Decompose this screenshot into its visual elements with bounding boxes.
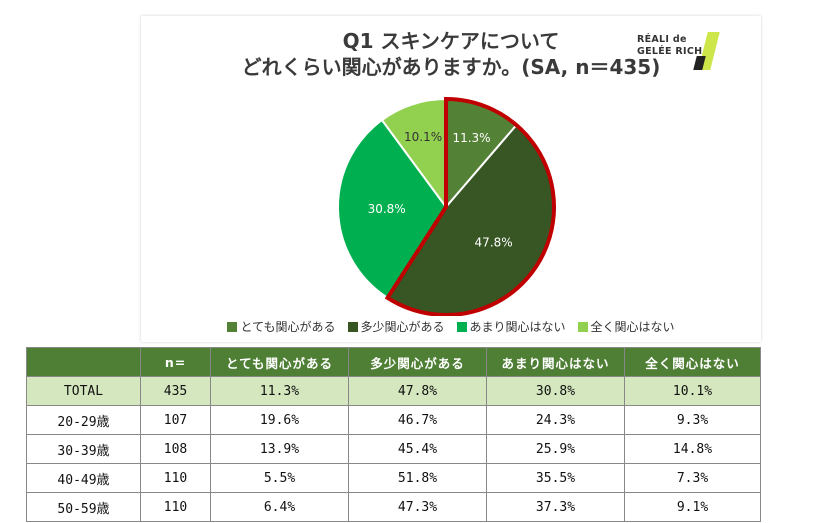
chart-title-line-2: どれくらい関心がありますか。(SA, n＝435) — [241, 55, 661, 79]
legend-swatch-3 — [577, 321, 588, 332]
table-cell: 9.1% — [624, 492, 761, 522]
legend-label: 全く関心はない — [590, 320, 675, 334]
legend-label: とても関心がある — [240, 320, 336, 334]
table-row-total: TOTAL 435 11.3% 47.8% 30.8% 10.1% — [26, 376, 761, 406]
table-cell: 20-29歳 — [26, 405, 141, 435]
table-cell: 110 — [140, 463, 211, 493]
chart-title-line-1: Q1 スキンケアについて — [342, 29, 560, 53]
legend-label: あまり関心はない — [469, 320, 566, 334]
legend-label: 多少関心がある — [360, 320, 445, 334]
table-header-cell: とても関心がある — [210, 347, 349, 377]
data-table: n= とても関心がある 多少関心がある あまり関心はない 全く関心はない TOT… — [26, 347, 761, 522]
pie-data-label-3: 10.1% — [404, 130, 442, 144]
table-header-cell: n= — [140, 347, 211, 377]
table-header-cell — [26, 347, 141, 377]
legend-swatch-2 — [456, 321, 467, 332]
legend-item: 全く関心はない — [577, 318, 675, 335]
legend-item: 多少関心がある — [347, 318, 445, 335]
table-cell: 107 — [140, 405, 211, 435]
table-cell: TOTAL — [26, 376, 141, 406]
table-header-cell: 全く関心はない — [624, 347, 761, 377]
table-header-cell: あまり関心はない — [486, 347, 625, 377]
table-cell: 5.5% — [210, 463, 349, 493]
table-cell: 24.3% — [486, 405, 625, 435]
pie-data-label-2: 30.8% — [368, 202, 406, 216]
table-cell: 19.6% — [210, 405, 349, 435]
table-cell: 7.3% — [624, 463, 761, 493]
table-row: 20-29歳 107 19.6% 46.7% 24.3% 9.3% — [26, 405, 761, 435]
table-cell: 51.8% — [348, 463, 487, 493]
table-cell: 47.8% — [348, 376, 487, 406]
brand-logo-line-1: RÉALI de — [637, 34, 687, 45]
brand-logo: RÉALI de GELÉE RICH — [637, 32, 737, 72]
table-cell: 110 — [140, 492, 211, 522]
table-cell: 50-59歳 — [26, 492, 141, 522]
table-cell: 13.9% — [210, 434, 349, 464]
table-cell: 14.8% — [624, 434, 761, 464]
pie-data-label-1: 47.8% — [475, 236, 513, 250]
pie-data-label-0: 11.3% — [452, 131, 490, 145]
table-cell: 35.5% — [486, 463, 625, 493]
pie-slice-2 — [337, 118, 448, 300]
table-header-row: n= とても関心がある 多少関心がある あまり関心はない 全く関心はない — [26, 347, 761, 377]
table-cell: 25.9% — [486, 434, 625, 464]
chart-title: Q1 スキンケアについて どれくらい関心がありますか。(SA, n＝435) — [141, 28, 761, 80]
table-cell: 9.3% — [624, 405, 761, 435]
table-cell: 47.3% — [348, 492, 487, 522]
table-cell: 30-39歳 — [26, 434, 141, 464]
brand-logo-line-2: GELÉE RICH — [637, 46, 703, 57]
table-row: 50-59歳 110 6.4% 47.3% 37.3% 9.1% — [26, 492, 761, 522]
brand-logo-text: RÉALI de GELÉE RICH — [637, 34, 702, 58]
table-cell: 11.3% — [210, 376, 349, 406]
legend-swatch-0 — [227, 321, 238, 332]
table-cell: 30.8% — [486, 376, 625, 406]
chart-legend: とても関心がある 多少関心がある あまり関心はない 全く関心はない — [141, 318, 761, 335]
table-cell: 108 — [140, 434, 211, 464]
pie-highlight-outline — [384, 96, 556, 316]
table-cell: 10.1% — [624, 376, 761, 406]
chart-panel: Q1 スキンケアについて どれくらい関心がありますか。(SA, n＝435) R… — [141, 16, 761, 342]
table-row: 30-39歳 108 13.9% 45.4% 25.9% 14.8% — [26, 434, 761, 464]
legend-item: あまり関心はない — [456, 318, 566, 335]
table-cell: 37.3% — [486, 492, 625, 522]
table-cell: 6.4% — [210, 492, 349, 522]
table-cell: 45.4% — [348, 434, 487, 464]
table-cell: 435 — [140, 376, 211, 406]
table-header-cell: 多少関心がある — [348, 347, 487, 377]
table-row: 40-49歳 110 5.5% 51.8% 35.5% 7.3% — [26, 463, 761, 493]
table-cell: 46.7% — [348, 405, 487, 435]
pie-chart: 11.3% 47.8% 30.8% 10.1% — [337, 96, 556, 316]
legend-item: とても関心がある — [227, 318, 336, 335]
legend-swatch-1 — [347, 321, 358, 332]
table-cell: 40-49歳 — [26, 463, 141, 493]
